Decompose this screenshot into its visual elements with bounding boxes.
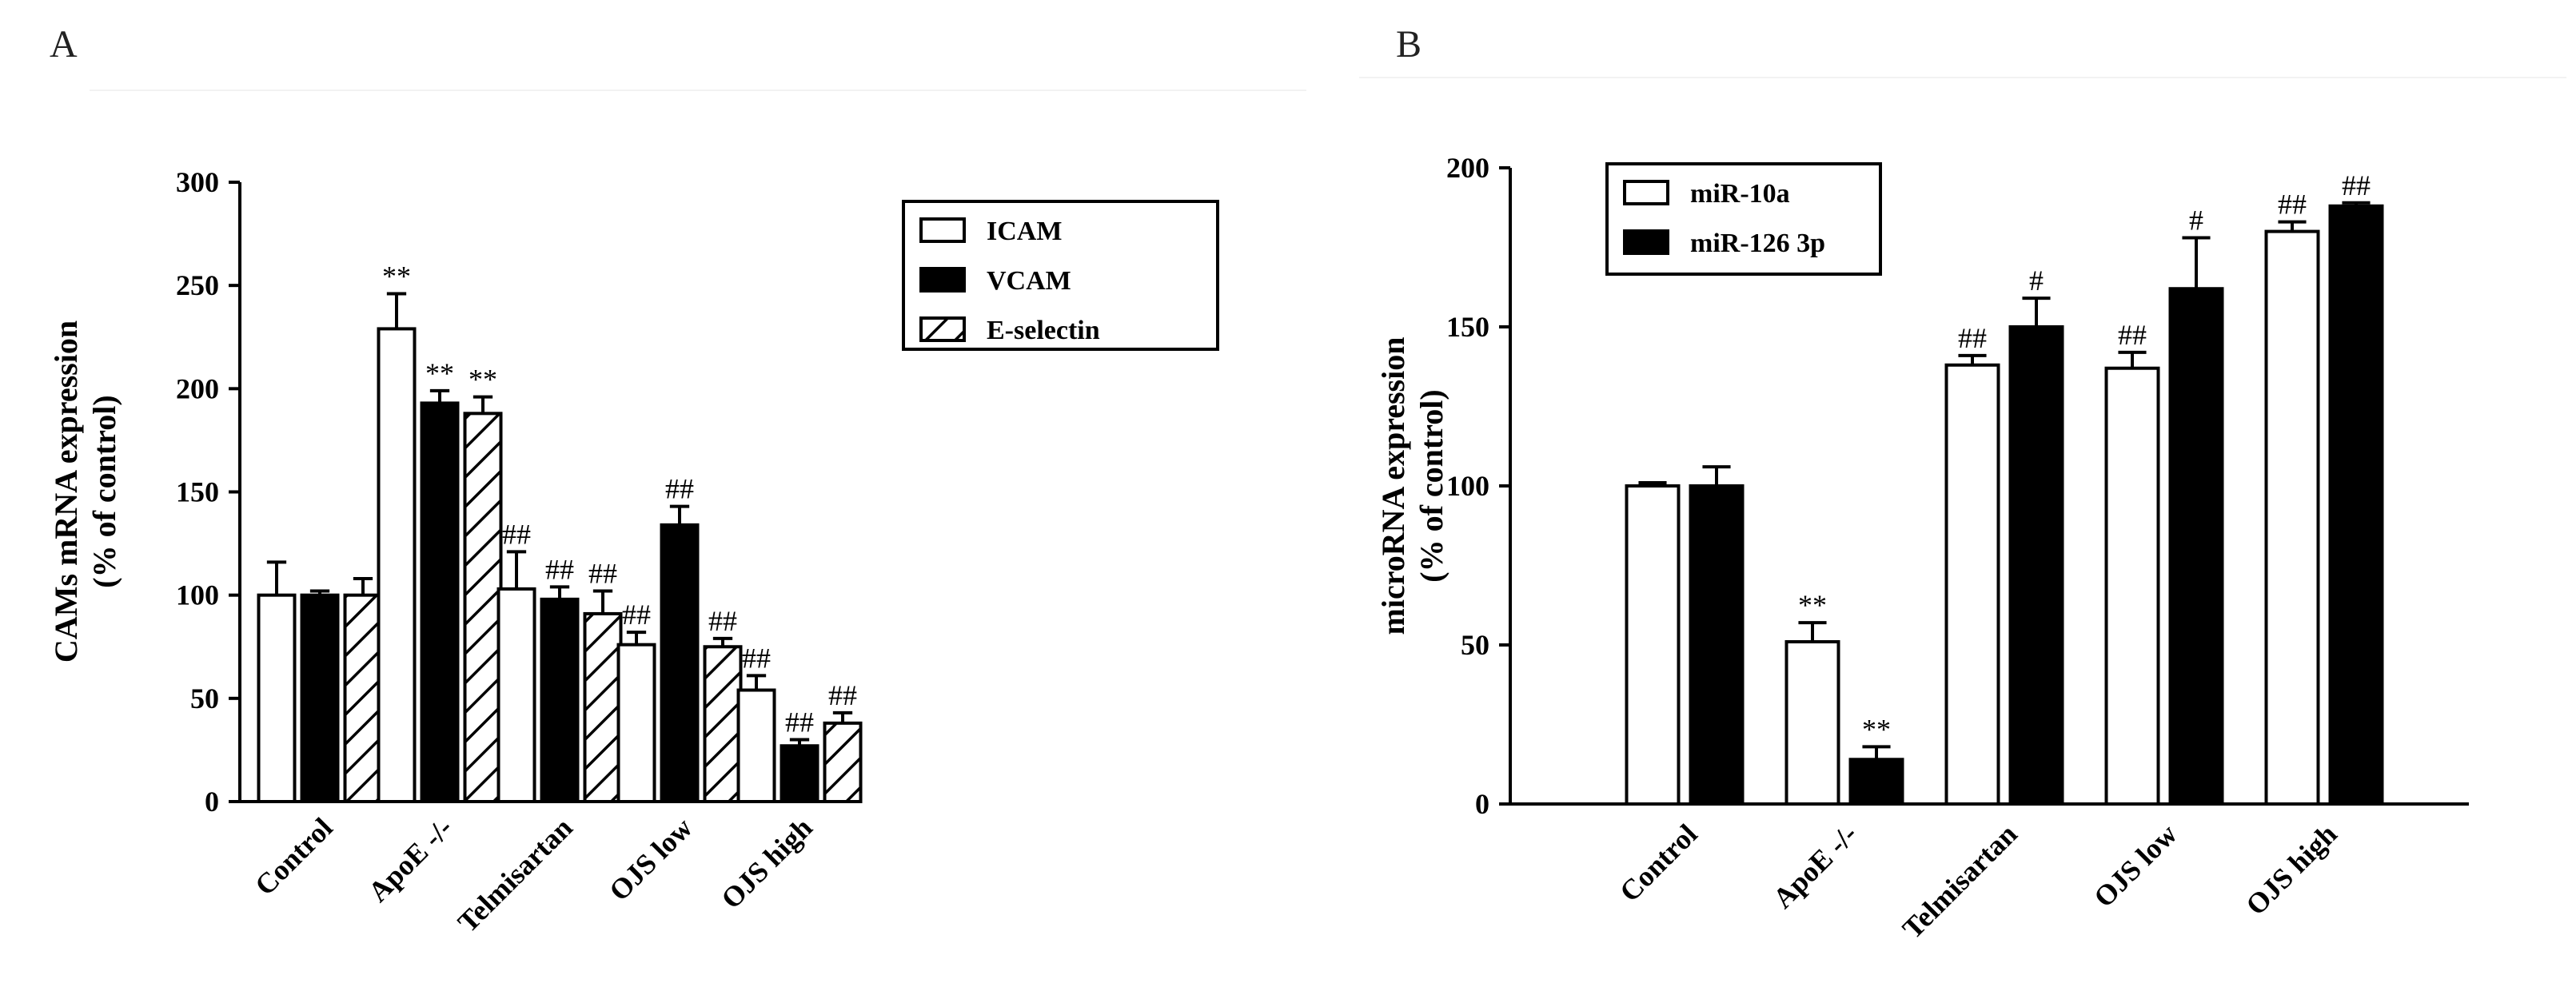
significance-label: ##: [708, 605, 737, 637]
significance-label: ##: [2118, 319, 2147, 351]
legend-label: E-selectin: [987, 316, 1100, 345]
bar: [496, 587, 536, 804]
bar: [583, 611, 623, 804]
bar: [540, 597, 580, 803]
significance-label: ##: [502, 518, 531, 550]
significance-label: **: [469, 364, 497, 396]
legend-swatch: [919, 316, 966, 342]
significance-label: ##: [785, 706, 814, 738]
bar: [1944, 363, 2000, 806]
y-axis-title-line: (% of control): [1414, 389, 1449, 582]
panel-label-b: B: [1396, 23, 1422, 66]
x-tick-label: Telmisartan: [1896, 818, 2024, 945]
y-tick-label: 150: [1446, 311, 1489, 343]
bar: [2264, 229, 2320, 806]
legend-label: miR-126 3p: [1690, 229, 1825, 258]
y-axis-title-line: CAMs mRNA expression: [48, 320, 84, 663]
significance-label: ##: [2278, 189, 2307, 221]
x-tick-label: OJS high: [2239, 818, 2343, 921]
significance-label: #: [2189, 205, 2203, 237]
bar: [1784, 640, 1840, 806]
y-tick-label: 100: [176, 579, 219, 611]
legend-swatch: [919, 217, 966, 243]
significance-label: ##: [1958, 322, 1987, 354]
y-axis-title: CAMs mRNA expression(% of control): [48, 320, 122, 663]
y-tick-label: 0: [205, 786, 219, 818]
y-tick-label: 50: [190, 683, 219, 714]
significance-label: **: [1798, 589, 1827, 621]
x-tick-label: OJS low: [2088, 818, 2183, 913]
y-tick-label: 100: [1446, 470, 1489, 502]
panel-a-top-rule: [90, 90, 1306, 91]
x-tick-label: OJS low: [603, 811, 699, 907]
panel-b-top-rule: [1359, 77, 2566, 78]
y-tick-label: 200: [176, 372, 219, 404]
chart-a: 0 50 100 150 200 250 300 CAMs mRNA expression(%…: [48, 166, 1219, 938]
bar: [1689, 484, 1745, 806]
x-tick-label: Control: [249, 811, 339, 901]
bar: [823, 721, 863, 803]
significance-label: **: [1862, 713, 1891, 745]
bar: [1848, 758, 1904, 806]
significance-label: ##: [828, 679, 857, 711]
chart-b: 0 50 100 150 200 microRNA expression(% of con…: [1375, 152, 2469, 945]
bar: [463, 412, 503, 803]
significance-label: ##: [545, 553, 574, 585]
y-axis-title-line: microRNA expression: [1375, 337, 1411, 635]
y-axis-title-line: (% of control): [86, 395, 122, 587]
legend-label: VCAM: [987, 266, 1071, 296]
bar: [616, 643, 656, 804]
bar: [300, 593, 340, 804]
x-tick-label: Control: [1613, 818, 1704, 908]
y-tick-label: 0: [1475, 788, 1489, 820]
significance-label: #: [2029, 265, 2044, 297]
x-tick-label: OJS high: [715, 811, 818, 914]
significance-label: **: [425, 357, 454, 389]
bar: [2104, 366, 2160, 806]
significance-label: ##: [588, 558, 617, 590]
legend-swatch: [919, 267, 966, 293]
bar: [703, 645, 743, 803]
bar: [2328, 204, 2384, 806]
y-tick-label: 300: [176, 166, 219, 198]
y-tick-label: 250: [176, 269, 219, 301]
panel-label-a: A: [50, 23, 78, 66]
legend-label: ICAM: [987, 217, 1062, 246]
bar: [780, 744, 819, 803]
bar: [377, 327, 417, 803]
legend-swatch: [1623, 180, 1669, 205]
bar: [660, 523, 700, 803]
bar: [736, 688, 776, 803]
significance-label: ##: [2342, 169, 2371, 201]
y-tick-label: 50: [1461, 629, 1489, 661]
significance-label: ##: [622, 599, 651, 631]
x-tick-label: ApoE -/-: [1767, 818, 1864, 914]
x-tick-label: Telmisartan: [452, 811, 579, 938]
bar: [257, 593, 297, 804]
significance-label: **: [382, 261, 411, 293]
significance-label: ##: [665, 473, 694, 505]
y-tick-label: 200: [1446, 152, 1489, 184]
x-tick-label: ApoE -/-: [362, 811, 459, 908]
bar: [2168, 287, 2224, 806]
bar: [420, 401, 460, 803]
significance-label: ##: [742, 642, 771, 674]
y-axis-title: microRNA expression(% of control): [1375, 337, 1449, 635]
bar: [1625, 484, 1681, 806]
bar: [343, 593, 383, 804]
legend-label: miR-10a: [1690, 179, 1790, 209]
bar: [2008, 325, 2064, 806]
y-tick-label: 150: [176, 476, 219, 508]
legend-swatch: [1623, 229, 1669, 255]
